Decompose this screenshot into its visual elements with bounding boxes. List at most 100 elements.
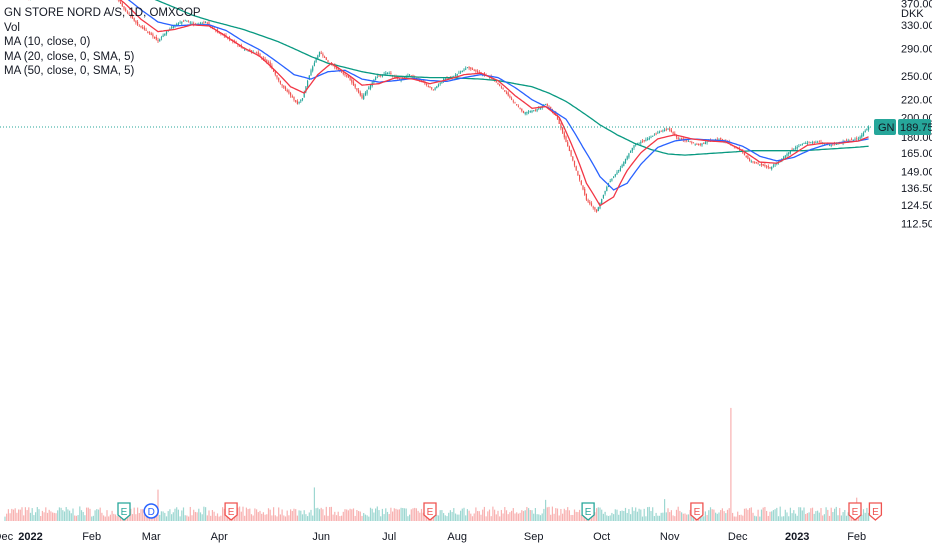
event-marker-label: E — [852, 507, 859, 518]
candle — [157, 37, 159, 43]
legend-ma20[interactable]: MA (20, close, 0, SMA, 5) — [4, 50, 135, 63]
candle — [133, 17, 135, 22]
candle — [293, 96, 295, 102]
candle — [570, 149, 572, 157]
y-tick-label: 124.50 — [901, 200, 932, 212]
volume-bar — [516, 512, 518, 521]
volume-bar — [133, 507, 135, 521]
candle — [691, 140, 693, 145]
candle — [653, 133, 655, 136]
candle — [313, 60, 315, 67]
volume-bar — [643, 508, 645, 521]
event-marker[interactable]: E — [117, 502, 131, 521]
candle — [137, 19, 139, 27]
volume-bar — [526, 506, 528, 521]
candle — [640, 140, 642, 146]
legend-ma50[interactable]: MA (50, close, 0, SMA, 5) — [4, 65, 135, 77]
volume-bar — [9, 513, 11, 521]
x-tick-label: Dec — [0, 531, 14, 543]
volume-bar — [237, 507, 239, 521]
candle — [511, 96, 513, 101]
candle — [669, 127, 671, 132]
volume-bar — [415, 508, 417, 521]
volume-bar — [417, 510, 419, 521]
candle — [859, 135, 861, 140]
volume-bar — [245, 507, 247, 521]
volume-bar — [465, 515, 467, 521]
event-marker[interactable]: E — [868, 502, 883, 521]
candle — [772, 163, 774, 168]
candle — [318, 51, 321, 58]
candle — [279, 80, 281, 85]
candle — [594, 206, 596, 212]
volume-bar — [55, 513, 57, 521]
candle — [769, 166, 771, 169]
candle — [546, 103, 548, 107]
candle — [465, 66, 467, 71]
volume-bar — [179, 516, 181, 521]
event-marker[interactable]: E — [690, 502, 704, 521]
volume-bar — [538, 514, 540, 521]
volume-bar — [834, 508, 836, 521]
candle — [436, 85, 438, 89]
candle — [524, 111, 526, 116]
volume-bar — [545, 499, 547, 521]
candle — [563, 131, 565, 140]
y-tick-label: 165.00 — [901, 148, 932, 160]
volume-bar — [19, 509, 21, 521]
volume-bar — [278, 507, 280, 521]
volume-bar — [171, 514, 173, 521]
legend-ma10[interactable]: MA (10, close, 0) — [4, 36, 91, 48]
candle — [346, 74, 348, 78]
volume-bar — [689, 509, 691, 521]
volume-bar — [261, 513, 263, 521]
volume-bar — [766, 510, 768, 521]
candle — [771, 166, 773, 171]
event-marker[interactable]: D — [143, 503, 159, 519]
event-marker[interactable]: E — [848, 502, 862, 521]
candle — [138, 24, 140, 27]
volume-bar — [70, 513, 72, 521]
volume-bar — [507, 514, 509, 521]
candle — [303, 90, 305, 98]
volume-bar — [29, 512, 32, 521]
volume-bar — [386, 511, 389, 521]
candle — [281, 83, 283, 88]
candle — [150, 31, 152, 36]
candle — [856, 136, 858, 141]
candle — [579, 174, 581, 182]
event-marker[interactable]: E — [423, 502, 437, 521]
volume-bar — [614, 509, 616, 521]
volume-bar — [485, 516, 487, 521]
candle — [516, 103, 518, 106]
volume-bar — [745, 508, 747, 521]
candle — [320, 50, 322, 55]
price-axis[interactable]: 450.00410.00370.00330.00290.00250.00220.… — [901, 0, 932, 231]
volume-bar — [41, 510, 43, 521]
volume-bar — [664, 499, 666, 521]
time-axis[interactable]: Dec 2022 Feb Mar Apr Jun Jul Aug Sep Oct Nov Dec 202… — [0, 531, 866, 543]
volume-bar — [777, 516, 780, 521]
chart-legend: GN STORE NORD A/S, 1D, OMXCOP Vol MA (10… — [4, 6, 201, 79]
volume-bar — [823, 514, 825, 521]
event-marker[interactable]: E — [581, 502, 595, 521]
volume-bar — [701, 513, 703, 521]
volume-bar — [793, 510, 795, 521]
volume-bar — [475, 507, 477, 521]
volume-bar — [660, 512, 662, 521]
event-marker[interactable]: E — [224, 502, 238, 521]
candle — [565, 135, 567, 143]
volume-bar — [565, 510, 567, 521]
volume-bar — [393, 508, 395, 521]
volume-bar — [570, 514, 572, 521]
volume-bar — [28, 507, 30, 521]
volume-bar — [375, 508, 377, 521]
legend-volume[interactable]: Vol — [4, 21, 20, 34]
candle — [614, 173, 616, 178]
symbol-title[interactable]: GN STORE NORD A/S, 1D, OMXCOP — [4, 7, 201, 19]
event-marker-label: E — [228, 507, 235, 518]
candle — [509, 94, 511, 99]
volume-bar — [800, 507, 802, 521]
candle — [602, 194, 604, 199]
